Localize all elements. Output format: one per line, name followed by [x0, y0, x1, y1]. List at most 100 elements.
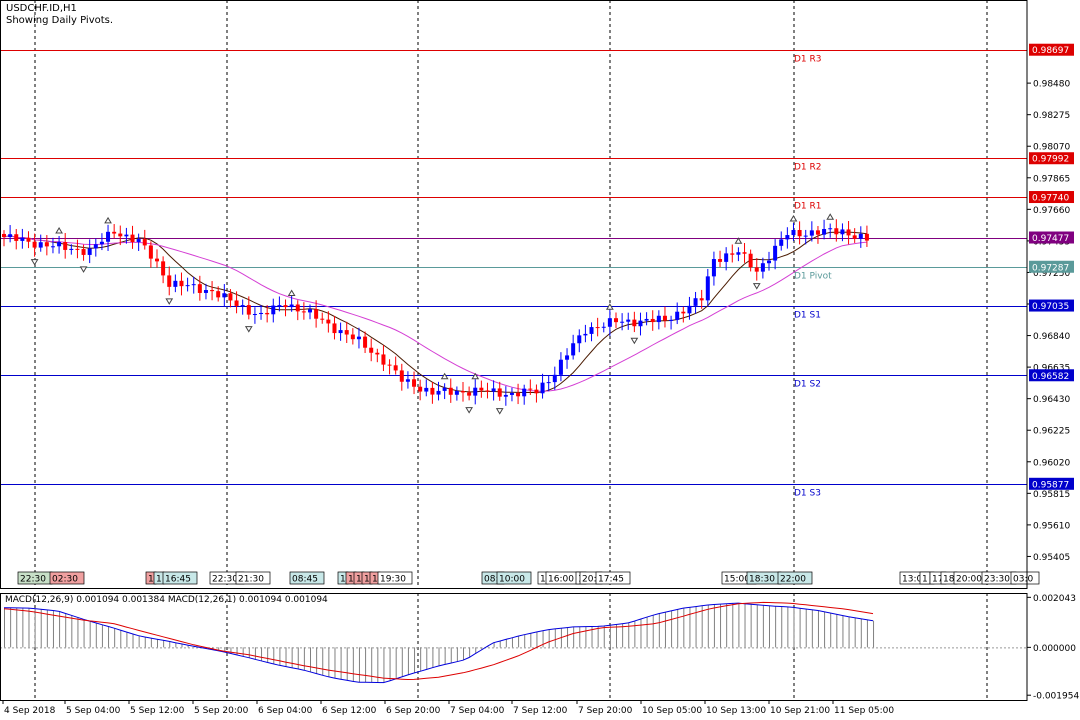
candle[interactable] — [540, 373, 545, 399]
candle-body[interactable] — [20, 237, 25, 241]
candle-body[interactable] — [381, 354, 386, 365]
candle[interactable] — [148, 241, 153, 268]
candle[interactable] — [491, 380, 496, 401]
candle[interactable] — [699, 289, 704, 309]
candle-body[interactable] — [332, 323, 337, 334]
candle[interactable] — [724, 247, 729, 271]
candle[interactable] — [803, 229, 808, 245]
candle-body[interactable] — [815, 230, 820, 235]
candle[interactable] — [155, 249, 159, 268]
candle[interactable] — [234, 291, 239, 314]
candle[interactable] — [167, 266, 172, 296]
candle-body[interactable] — [858, 233, 863, 239]
candle[interactable] — [191, 276, 196, 294]
candle[interactable] — [644, 312, 649, 326]
candle[interactable] — [583, 324, 588, 343]
candle-body[interactable] — [442, 387, 447, 391]
candle[interactable] — [179, 272, 184, 296]
candle[interactable] — [448, 378, 453, 403]
candle[interactable] — [259, 305, 264, 320]
candle-body[interactable] — [69, 248, 74, 250]
candle[interactable] — [363, 331, 368, 354]
candle-body[interactable] — [669, 319, 674, 321]
candle[interactable] — [430, 382, 435, 404]
candle[interactable] — [442, 383, 447, 400]
candle[interactable] — [418, 379, 423, 401]
candle[interactable] — [271, 298, 276, 323]
candle-body[interactable] — [846, 229, 851, 236]
candle-body[interactable] — [228, 293, 233, 301]
candle-body[interactable] — [736, 252, 741, 255]
candle-body[interactable] — [699, 298, 704, 301]
candle[interactable] — [595, 317, 600, 337]
candle-body[interactable] — [681, 311, 686, 314]
candle-body[interactable] — [259, 312, 264, 315]
candle-body[interactable] — [742, 252, 747, 254]
candle-body[interactable] — [277, 305, 282, 307]
candle-body[interactable] — [773, 245, 778, 261]
candle[interactable] — [265, 305, 270, 323]
candle-body[interactable] — [558, 359, 563, 375]
candle-body[interactable] — [479, 387, 484, 391]
candle-body[interactable] — [656, 315, 661, 323]
candle[interactable] — [142, 229, 147, 250]
candle-body[interactable] — [436, 390, 441, 395]
candle[interactable] — [136, 233, 141, 251]
candle[interactable] — [454, 386, 459, 401]
candle[interactable] — [277, 296, 282, 312]
candle-body[interactable] — [57, 242, 62, 247]
candle[interactable] — [210, 281, 215, 301]
candle[interactable] — [473, 379, 478, 405]
candle[interactable] — [656, 310, 661, 330]
candle-layer[interactable] — [2, 219, 869, 406]
candle[interactable] — [754, 258, 759, 281]
candle-body[interactable] — [405, 379, 410, 382]
candle-body[interactable] — [467, 392, 472, 396]
candle[interactable] — [815, 226, 820, 244]
candle-body[interactable] — [828, 228, 833, 230]
candle-body[interactable] — [167, 275, 172, 287]
candle-body[interactable] — [791, 229, 796, 236]
candle[interactable] — [509, 387, 514, 402]
candle-body[interactable] — [461, 391, 465, 393]
candle[interactable] — [730, 244, 735, 263]
candle[interactable] — [350, 328, 355, 345]
candle[interactable] — [742, 243, 747, 263]
candle-body[interactable] — [179, 280, 184, 287]
candle[interactable] — [44, 235, 49, 256]
candle[interactable] — [124, 227, 129, 244]
candle[interactable] — [681, 306, 686, 323]
candle[interactable] — [252, 307, 257, 324]
candle-body[interactable] — [369, 347, 374, 353]
candle-body[interactable] — [63, 242, 68, 250]
candle-body[interactable] — [295, 304, 300, 312]
candle-body[interactable] — [711, 259, 716, 277]
candle[interactable] — [332, 316, 337, 340]
candle-body[interactable] — [509, 392, 514, 395]
candle-body[interactable] — [485, 390, 490, 392]
candle-body[interactable] — [626, 319, 631, 322]
candle[interactable] — [546, 375, 551, 392]
candle-body[interactable] — [350, 334, 355, 340]
candle-body[interactable] — [589, 327, 594, 334]
candle[interactable] — [809, 221, 814, 242]
candle-body[interactable] — [32, 241, 37, 248]
candle-body[interactable] — [779, 239, 784, 246]
candle-body[interactable] — [130, 234, 135, 243]
candle[interactable] — [528, 379, 533, 395]
candle[interactable] — [760, 257, 765, 279]
candle[interactable] — [246, 296, 251, 320]
candle[interactable] — [864, 225, 869, 247]
candle-body[interactable] — [234, 300, 239, 306]
candle[interactable] — [687, 296, 692, 320]
candle[interactable] — [840, 223, 845, 242]
candle[interactable] — [785, 227, 790, 249]
candle[interactable] — [314, 300, 319, 328]
candle-body[interactable] — [497, 388, 502, 397]
candle-body[interactable] — [173, 280, 178, 287]
candle-body[interactable] — [454, 391, 459, 395]
candle[interactable] — [112, 224, 117, 239]
candle[interactable] — [632, 311, 637, 333]
candle[interactable] — [779, 231, 784, 251]
candle-body[interactable] — [675, 311, 680, 320]
